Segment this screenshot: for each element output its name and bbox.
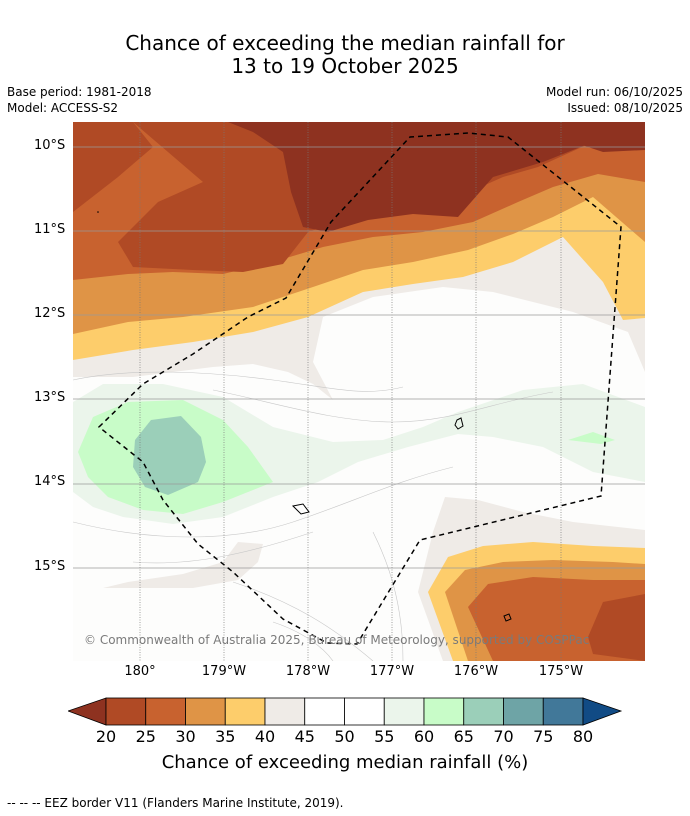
model-name: Model: ACCESS-S2 — [7, 101, 119, 115]
colorbar-cell — [383, 697, 425, 726]
contour-45-south-west — [103, 542, 263, 588]
island-south-west — [291, 503, 310, 515]
lat-label-15s: 15°S — [34, 559, 66, 574]
issued-date: Issued: 08/10/2025 — [567, 101, 683, 115]
island-futuna — [454, 417, 464, 430]
model-run: Model run: 06/10/2025 — [545, 85, 683, 99]
contour-25-south — [588, 594, 645, 661]
copyright-notice: © Commonwealth of Australia 2025, Bureau… — [84, 633, 590, 647]
lat-label-12s: 12°S — [34, 306, 66, 321]
colorbar-low-arrow — [68, 697, 107, 726]
colorbar-tick-label: 65 — [453, 727, 474, 746]
colorbar-cell — [503, 697, 544, 726]
rainfall-map — [73, 122, 645, 661]
lon-label-175w: 175°W — [538, 664, 584, 679]
lon-label-177w: 177°W — [369, 664, 415, 679]
colorbar-cell — [304, 697, 345, 726]
latitude-gridlines — [73, 146, 645, 569]
colorbar-tick-label: 55 — [374, 727, 395, 746]
colorbar-tick-label: 20 — [95, 727, 117, 746]
contour-65-middle — [133, 416, 206, 495]
colorbar-cell — [344, 697, 385, 726]
eez-legend: -- -- -- EEZ border V11 (Flanders Marine… — [7, 796, 344, 810]
eez-border — [97, 132, 622, 645]
colorbar-tick-label: 80 — [572, 727, 594, 746]
lat-label-13s: 13°S — [34, 390, 66, 405]
contour-60-east — [568, 432, 615, 444]
lat-label-11s: 11°S — [34, 222, 66, 237]
colorbar-tick-label: 25 — [135, 727, 156, 746]
colorbar-label: Chance of exceeding median rainfall (%) — [161, 752, 529, 773]
colorbar-cell — [145, 697, 186, 726]
colorbar-cell — [423, 697, 465, 726]
contour-below-20-north-west — [73, 122, 153, 212]
base-period: Base period: 1981-2018 — [7, 85, 152, 99]
lon-label-176w: 176°W — [453, 664, 499, 679]
island-north-west — [97, 211, 99, 213]
colorbar-tick-label: 35 — [215, 727, 236, 746]
colorbar-tick-label: 60 — [413, 727, 435, 746]
colorbar — [68, 697, 623, 726]
map-title-line-1: Chance of exceeding the median rainfall … — [125, 31, 565, 55]
contour-lines — [73, 371, 554, 661]
colorbar-tick-label: 75 — [533, 727, 554, 746]
map-title-line-2: 13 to 19 October 2025 — [231, 54, 459, 78]
lon-label-178w: 178°W — [285, 664, 331, 679]
colorbar-cell — [264, 697, 306, 726]
colorbar-cell — [463, 697, 504, 726]
contour-below-20-north — [228, 122, 613, 232]
lat-label-10s: 10°S — [34, 138, 66, 153]
colorbar-cell — [542, 697, 584, 726]
lat-label-14s: 14°S — [34, 474, 66, 489]
colorbar-tick-label: 50 — [334, 727, 355, 746]
colorbar-tick-label: 70 — [493, 727, 514, 746]
lon-label-180: 180° — [124, 664, 156, 679]
contour-below-20-north-east — [558, 122, 645, 152]
colorbar-cell — [224, 697, 266, 726]
colorbar-high-arrow — [582, 697, 623, 726]
colorbar-tick-label: 45 — [294, 727, 315, 746]
island-small-east — [503, 613, 512, 622]
colorbar-tick-label: 40 — [254, 727, 276, 746]
colorbar-tick-label: 30 — [175, 727, 196, 746]
colorbar-cell — [105, 697, 147, 726]
lon-label-179w: 179°W — [201, 664, 247, 679]
colorbar-cell — [185, 697, 226, 726]
